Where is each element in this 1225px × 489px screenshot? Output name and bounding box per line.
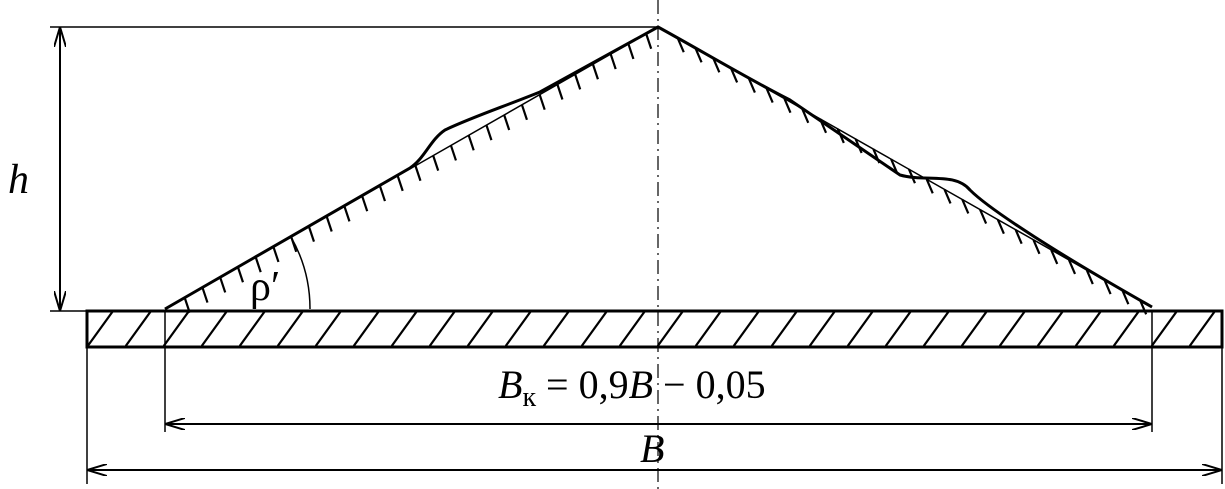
pile-outline	[164, 25, 1153, 311]
hatch-tick	[290, 236, 298, 253]
hatch-tick	[219, 277, 227, 293]
hatch-tick	[890, 158, 899, 174]
formula: Bк = 0,9B − 0,05	[498, 362, 766, 413]
hatch-tick	[556, 84, 564, 100]
hatch-tick	[765, 88, 774, 104]
formula-subscript: к	[522, 382, 536, 413]
hatch-tick	[676, 37, 685, 53]
hatch-tick	[1067, 259, 1077, 275]
hatch-tick	[449, 145, 457, 161]
formula-symbol: B	[498, 362, 522, 407]
hatch-tick	[1032, 239, 1041, 255]
hatch-tick	[747, 78, 756, 93]
hatch-tick	[783, 98, 792, 114]
hatch-tick	[925, 178, 934, 194]
hatch-tick	[961, 199, 970, 214]
hatch-tick	[574, 74, 582, 90]
hatch-tick	[979, 209, 988, 224]
hatch-tick	[538, 94, 546, 111]
hatch-tick	[343, 206, 351, 222]
hatch-tick	[272, 246, 280, 263]
hatch-tick	[503, 114, 511, 131]
hatch-tick	[1103, 279, 1112, 295]
hatch-tick	[609, 53, 617, 70]
hatch-tick	[414, 165, 422, 182]
hatch-tick	[254, 256, 262, 273]
hatch-tick	[712, 57, 721, 73]
hatch-tick	[819, 118, 828, 134]
angle-label: ρ′	[250, 264, 280, 310]
hatch-tick	[996, 219, 1005, 235]
hatch-tick	[1050, 249, 1059, 265]
hatch-tick	[1014, 229, 1023, 245]
hatch-tick	[1139, 299, 1148, 315]
hatch-tick	[801, 108, 810, 124]
hatch-tick	[361, 195, 369, 212]
hatch-tick	[907, 168, 916, 184]
hatch-tick	[183, 297, 191, 314]
hatch-tick	[467, 134, 475, 151]
height-label: h	[8, 157, 29, 203]
hatch-tick	[836, 128, 845, 144]
hatch-tick	[591, 63, 599, 80]
base-label: B	[640, 426, 664, 471]
hatch-tick	[645, 33, 653, 50]
hatch-tick	[520, 104, 528, 121]
hatch-tick	[1121, 289, 1130, 305]
hatch-tick	[236, 266, 245, 283]
base-strip	[85, 309, 1224, 349]
hatch-tick	[307, 226, 315, 243]
hatch-tick	[201, 287, 209, 303]
hatch-tick	[1085, 269, 1094, 285]
formula-variable: B	[629, 362, 653, 407]
drawing	[50, 0, 1224, 489]
hatch-tick	[627, 43, 635, 60]
hatch-tick	[854, 138, 863, 154]
slope-hatching	[183, 33, 1148, 315]
hatch-tick	[694, 47, 703, 63]
formula-tail: − 0,05	[653, 362, 766, 407]
hatch-tick	[378, 185, 386, 202]
hatch-tick	[485, 124, 493, 141]
hatch-tick	[432, 155, 440, 171]
hatch-tick	[325, 216, 333, 232]
hatch-tick	[943, 188, 952, 204]
hatch-tick	[396, 175, 404, 192]
hatch-tick	[730, 68, 739, 83]
hatch-tick	[872, 148, 881, 164]
formula-middle: = 0,9	[536, 362, 629, 407]
